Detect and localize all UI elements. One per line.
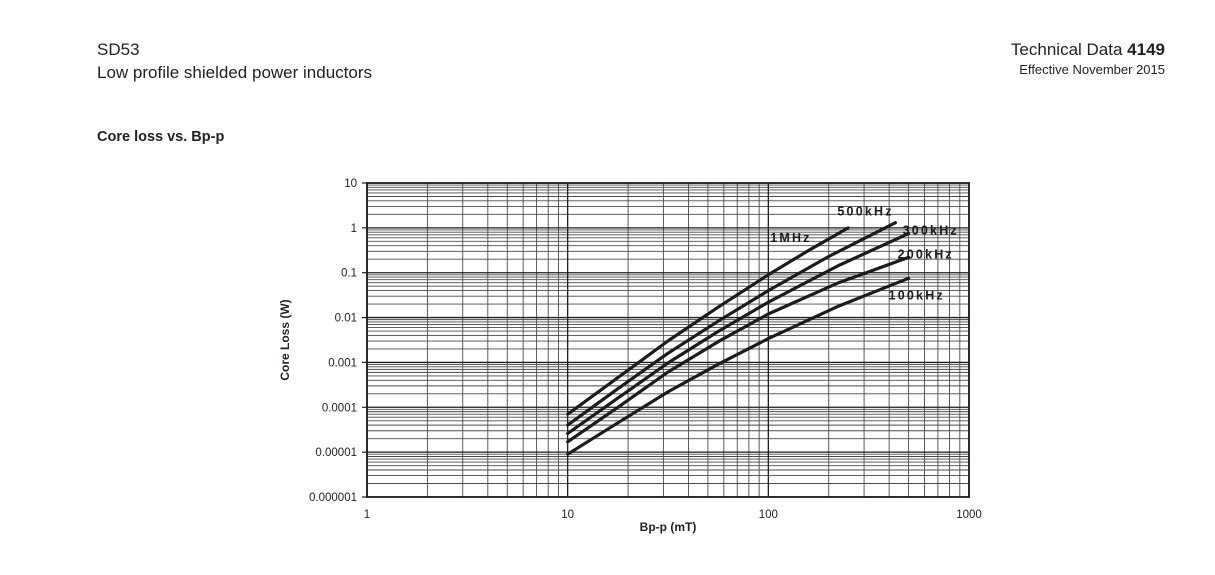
- curve-label-300kHz: 300kHz: [903, 224, 959, 238]
- curve-label-500kHz: 500kHz: [837, 205, 893, 219]
- x-axis-title: Bp-p (mT): [640, 520, 697, 534]
- y-tick-0.0001: 0.0001: [322, 402, 357, 414]
- curve-500kHz: [566, 221, 898, 427]
- doc-number: 4149: [1127, 40, 1165, 59]
- doc-effective-date: Effective November 2015: [1019, 62, 1165, 77]
- y-tick-0.00001: 0.00001: [315, 447, 357, 459]
- product-title: SD53: [97, 40, 140, 59]
- axis-ticks: 10 1 0.1 0.01 0.001 0.0001 0.00001 0.000001 1 10 1…: [278, 178, 982, 534]
- plot-frame: [366, 182, 970, 498]
- product-subtitle: Low profile shielded power inductors: [97, 63, 372, 82]
- labels: 1MHz 500kHz 300kHz 200kHz 100kHz: [770, 205, 959, 303]
- y-axis-title: Core Loss (W): [278, 299, 292, 380]
- x-tick-100: 100: [759, 509, 778, 521]
- curve-200kHz: [566, 255, 911, 444]
- grid-major: [366, 182, 970, 498]
- x-tick-10: 10: [561, 509, 574, 521]
- chart-section-title: Core loss vs. Bp-p: [97, 129, 225, 145]
- curves: [566, 221, 911, 456]
- curve-label-1MHz: 1MHz: [770, 231, 811, 245]
- y-tick-0.000001: 0.000001: [309, 492, 357, 504]
- y-tick-0.1: 0.1: [341, 268, 357, 280]
- header-right: Technical Data 4149 Effective November 2…: [1011, 40, 1165, 77]
- header-left: SD53 Low profile shielded power inductor…: [97, 38, 372, 84]
- curve-300kHz: [566, 231, 911, 436]
- y-tick-0.01: 0.01: [335, 313, 357, 325]
- curve-100kHz: [566, 276, 911, 456]
- doc-label: Technical Data: [1010, 40, 1123, 59]
- grid-minor: [367, 183, 969, 497]
- y-tick-10: 10: [344, 178, 357, 190]
- x-tick-1000: 1000: [956, 509, 982, 521]
- y-tick-1: 1: [351, 223, 357, 235]
- curve-label-100kHz: 100kHz: [889, 288, 945, 302]
- doc-title: Technical Data 4149: [1011, 40, 1165, 59]
- curve-label-200kHz: 200kHz: [898, 247, 954, 261]
- y-tick-0.001: 0.001: [328, 357, 357, 369]
- x-tick-1: 1: [364, 509, 370, 521]
- curve-1MHz: [566, 226, 850, 416]
